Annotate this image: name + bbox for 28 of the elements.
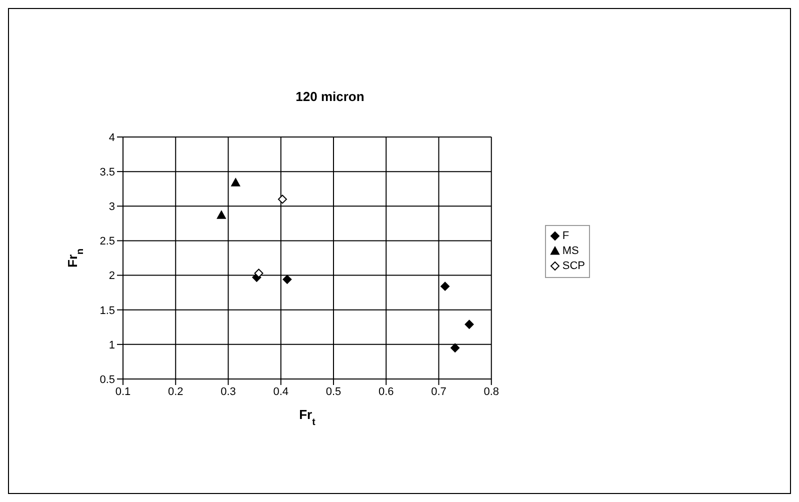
x-tick-label: 0.6	[378, 386, 394, 398]
chart-title: 120 micron	[294, 89, 366, 104]
x-tick-label: 0.7	[431, 386, 446, 398]
x-tick-label: 0.4	[273, 386, 289, 398]
point	[282, 274, 292, 284]
y-tick-label: 2.5	[100, 236, 115, 248]
x-axis-title: Fr$_{t}$	[299, 407, 316, 428]
legend-label: MS	[562, 244, 579, 258]
x-tick-label: 0.3	[220, 386, 236, 398]
point	[450, 343, 460, 352]
y-tick-label: 0.5	[100, 374, 115, 386]
y-tick-label: 2	[108, 270, 115, 282]
y-tick-label: 4	[108, 132, 115, 144]
x-tick-label: 0.1	[115, 386, 131, 398]
x-tick-label: 0.2	[168, 386, 184, 398]
x-tick-label: 0.8	[484, 386, 500, 398]
y-tick-label: 1	[108, 339, 115, 352]
point	[440, 282, 450, 291]
x-tick-label: 0.5	[326, 386, 342, 398]
legend-label: SCP	[562, 258, 585, 274]
legend-label: F	[562, 228, 570, 244]
point	[231, 178, 240, 186]
point	[216, 210, 226, 219]
point	[278, 194, 287, 204]
y-tick-label: 1.5	[100, 304, 115, 317]
y-tick-label: 3	[108, 201, 115, 214]
y-tick-label: 3.5	[100, 166, 115, 178]
point	[464, 320, 474, 329]
